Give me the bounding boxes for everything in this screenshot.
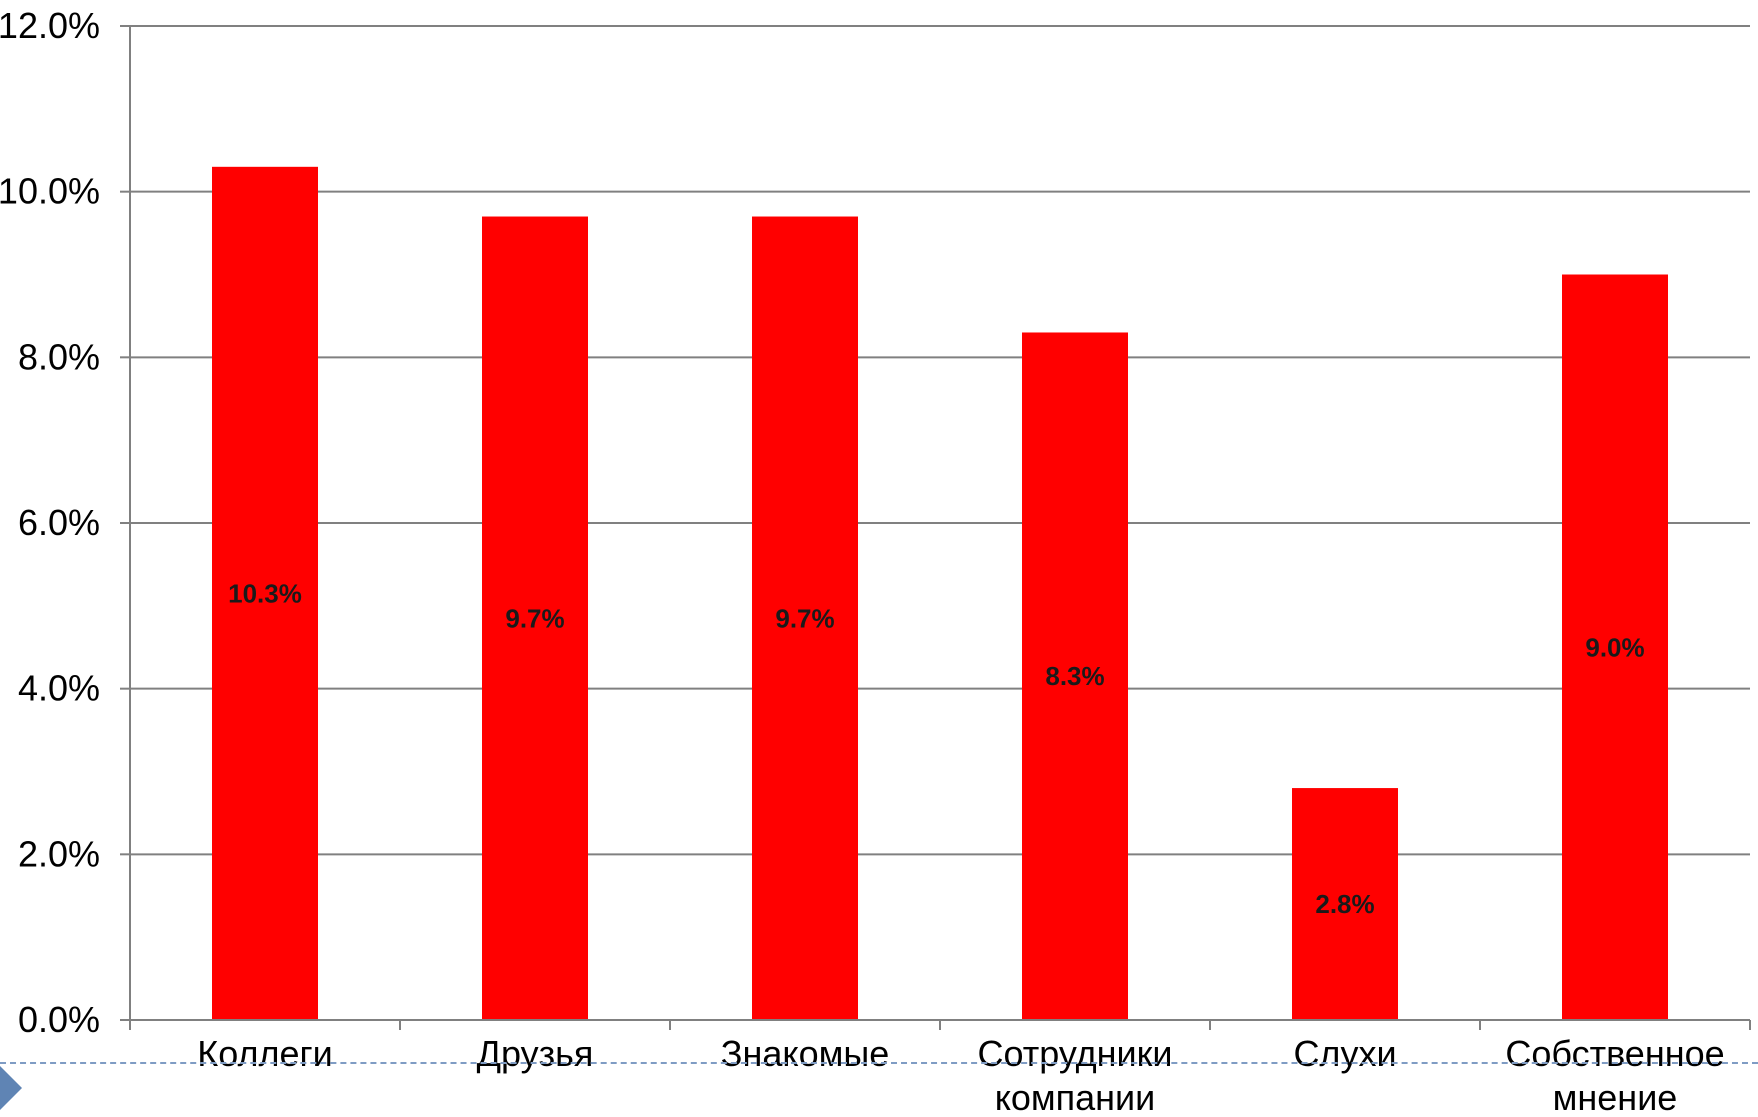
data-label: 8.3%	[1045, 661, 1104, 691]
category-label: Знакомые	[721, 1033, 889, 1074]
data-label: 9.7%	[505, 603, 564, 633]
y-tick-label: 10.0%	[0, 171, 100, 212]
data-label: 9.0%	[1585, 632, 1644, 662]
y-tick-label: 2.0%	[18, 833, 100, 874]
y-tick-label: 12.0%	[0, 5, 100, 46]
category-label: Сотрудники	[978, 1033, 1173, 1074]
data-labels: 10.3% 9.7% 9.7% 8.3% 2.8% 9.0%	[228, 578, 1645, 919]
triangle-right-icon[interactable]	[0, 1066, 22, 1110]
data-label: 9.7%	[775, 603, 834, 633]
category-label: компании	[995, 1077, 1156, 1112]
bars	[212, 167, 1668, 1020]
category-label: Коллеги	[197, 1033, 332, 1074]
gridlines	[130, 26, 1750, 854]
y-tick-label: 4.0%	[18, 668, 100, 709]
y-tick-label: 6.0%	[18, 502, 100, 543]
data-label: 10.3%	[228, 578, 302, 608]
data-label: 2.8%	[1315, 889, 1374, 919]
category-label: Друзья	[477, 1033, 594, 1074]
category-label: мнение	[1553, 1077, 1678, 1112]
category-label: Слухи	[1293, 1033, 1396, 1074]
y-tick-label: 8.0%	[18, 336, 100, 377]
axes	[120, 26, 1750, 1030]
y-tick-label: 0.0%	[18, 999, 100, 1040]
category-label: Собственное	[1505, 1033, 1724, 1074]
slide-divider	[0, 1062, 1758, 1064]
y-tick-labels: 0.0% 2.0% 4.0% 6.0% 8.0% 10.0% 12.0%	[0, 5, 100, 1040]
